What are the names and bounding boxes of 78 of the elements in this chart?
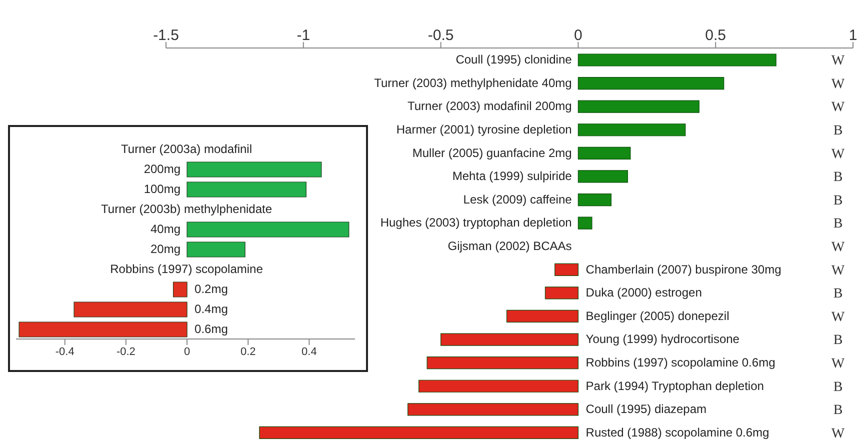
bar — [186, 222, 350, 238]
x-tick-label: -0.2 — [116, 346, 136, 358]
x-tick-label: 0 — [184, 346, 190, 358]
x-tick-label: 0.5 — [705, 27, 726, 44]
y-tick-label: Rusted (1988) scopolamine 0.6mg — [586, 425, 770, 440]
x-tick-label: -1 — [296, 27, 310, 44]
bar — [578, 216, 592, 230]
bar — [18, 322, 188, 338]
annotation: B — [833, 403, 843, 418]
bar — [418, 380, 578, 392]
annotation: B — [833, 216, 843, 232]
y-tick-label: 100mg — [144, 182, 181, 196]
bar — [578, 170, 628, 183]
annotation: B — [833, 124, 843, 139]
y-tick-label: Lesk (2009) caffeine — [463, 192, 572, 206]
annotation: B — [833, 170, 843, 186]
annotation: W — [831, 146, 846, 162]
bar — [186, 242, 246, 258]
annotation: W — [831, 240, 846, 255]
annotation: B — [833, 380, 843, 395]
y-tick-label: 40mg — [150, 222, 181, 236]
y-tick-label: 0.4mg — [194, 302, 228, 316]
annotation: B — [833, 286, 843, 302]
bar — [259, 426, 578, 440]
annotation: W — [831, 310, 846, 325]
annotation: W — [831, 263, 846, 278]
y-tick-label: Coull (1995) diazepam — [586, 402, 707, 416]
y-tick-label: Robbins (1997) scopolamine 0.6mg — [586, 355, 776, 370]
bar — [554, 263, 578, 276]
bar — [408, 403, 578, 416]
bar — [186, 162, 322, 178]
bar — [578, 193, 612, 206]
x-tick-label: -0.5 — [428, 27, 454, 44]
y-tick-label: Coull (1995) clonidine — [456, 52, 572, 67]
y-tick-label: Hughes (2003) tryptophan depletion — [380, 216, 572, 230]
y-tick-label: Turner (2003a) modafinil — [121, 142, 252, 156]
y-tick-label: Muller (2005) guanfacine 2mg — [412, 146, 572, 160]
y-tick-label: Young (1999) hydrocortisone — [586, 332, 740, 346]
y-tick-label: Duka (2000) estrogen — [586, 286, 702, 300]
annotation: W — [831, 54, 846, 69]
y-tick-label: 0.6mg — [194, 322, 228, 336]
y-tick-label: Robbins (1997) scopolamine — [110, 262, 264, 276]
annotation: W — [831, 356, 846, 372]
bar — [578, 100, 700, 113]
y-tick-label: Beglinger (2005) donepezil — [586, 308, 730, 323]
y-tick-label: Chamberlain (2007) buspirone 30mg — [586, 262, 782, 276]
bar — [74, 302, 188, 318]
y-tick-label: 20mg — [150, 242, 181, 256]
bar — [578, 146, 631, 160]
annotation: W — [831, 76, 846, 92]
y-tick-label: 200mg — [144, 162, 181, 176]
x-tick-label: 0 — [574, 27, 582, 44]
bar — [578, 76, 724, 90]
bar — [578, 124, 686, 136]
bar — [426, 356, 578, 370]
bar — [172, 282, 188, 298]
annotation: W — [831, 426, 846, 442]
bar — [578, 54, 776, 66]
annotation: B — [833, 193, 843, 208]
bar — [506, 310, 578, 323]
x-tick-label: 1 — [848, 27, 858, 44]
y-tick-label: Mehta (1999) sulpiride — [452, 169, 572, 184]
y-tick-label: Turner (2003) methylphenidate 40mg — [374, 76, 572, 90]
bar — [186, 182, 306, 198]
y-tick-label: Gijsman (2002) BCAAs — [448, 239, 572, 253]
x-tick-label: -1.5 — [153, 27, 179, 44]
bar — [544, 286, 578, 300]
y-tick-label: 0.2mg — [194, 282, 228, 296]
y-tick-label: Turner (2003) modafinil 200mg — [407, 99, 572, 114]
x-tick-label: -0.4 — [55, 346, 74, 358]
x-tick-label: 0.2 — [240, 346, 256, 358]
x-tick-label: 0.4 — [302, 346, 317, 358]
y-tick-label: Park (1994) Tryptophan depletion — [586, 378, 764, 393]
annotation: W — [831, 100, 846, 116]
y-tick-label: Turner (2003b) methylphenidate — [101, 202, 272, 216]
annotation: B — [833, 333, 843, 348]
bar — [440, 333, 578, 346]
y-tick-label: Harmer (2001) tyrosine depletion — [396, 122, 572, 137]
